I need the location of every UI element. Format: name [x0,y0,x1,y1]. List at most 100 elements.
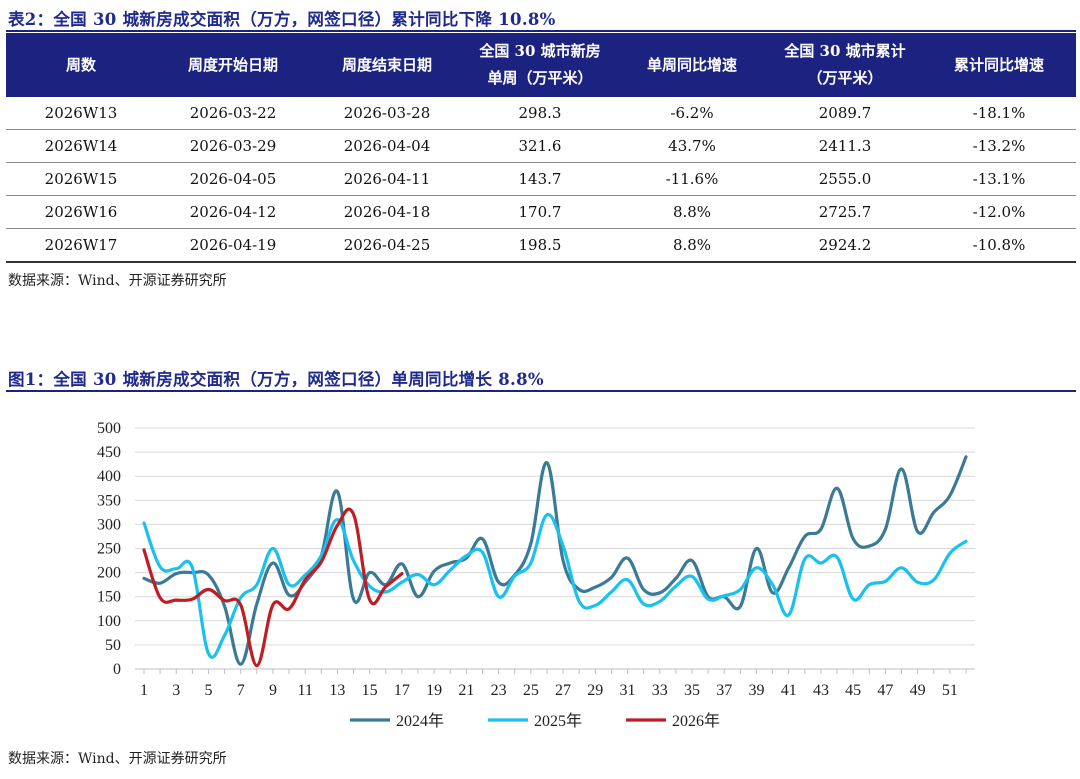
data-point-2025 [900,566,903,569]
header-end-date: 周度结束日期 [310,33,464,97]
data-point-2026 [336,524,339,527]
data-point-2024 [610,576,613,579]
cell-start-date: 2026-04-05 [156,162,310,196]
cell-weekly-yoy: 43.7% [616,129,768,163]
cell-end-date: 2026-04-04 [310,129,464,163]
cell-start-date: 2026-03-29 [156,129,310,163]
cell-week: 2026W15 [6,162,156,196]
cell-cumulative-yoy: -18.1% [922,97,1076,130]
data-point-2025 [836,556,839,559]
cell-cumulative-area: 2411.3 [768,129,922,163]
data-point-2024 [288,594,291,597]
data-point-2024 [417,595,420,598]
x-tick-label: 1 [140,682,148,699]
data-point-2025 [755,566,758,569]
cell-weekly-area: 321.6 [464,129,616,163]
y-tick-label: 450 [97,444,121,461]
data-point-2026 [384,585,387,588]
table-source-note: 数据来源：Wind、开源证券研究所 [8,273,227,289]
table-title-rule [6,30,1076,32]
legend-label: 2024年 [396,712,444,730]
x-tick-label: 49 [910,682,926,699]
cell-week: 2026W16 [6,195,156,229]
data-point-2026 [368,598,371,601]
x-tick-label: 41 [781,682,797,699]
data-point-2026 [271,603,274,606]
data-point-2024 [271,561,274,564]
cell-weekly-area: 298.3 [464,97,616,130]
data-point-2025 [932,578,935,581]
cell-week: 2026W17 [6,228,156,263]
data-point-2026 [352,513,355,516]
data-point-2024 [481,537,484,540]
data-point-2024 [529,542,532,545]
data-point-2024 [336,490,339,493]
data-point-2026 [159,596,162,599]
y-tick-label: 300 [97,516,121,533]
table-header-row: 周数 周度开始日期 周度结束日期 全国 30 城市新房 单周（万平米） 单周同比增… [6,33,1076,97]
data-point-2025 [143,521,146,524]
data-point-2025 [449,569,452,572]
data-point-2024 [868,545,871,548]
x-tick-label: 33 [652,682,668,699]
data-point-2025 [400,581,403,584]
data-point-2026 [239,603,242,606]
data-point-2025 [545,513,548,516]
table-row: 2026W13 2026-03-22 2026-03-28 298.3 -6.2… [6,97,1076,130]
x-tick-label: 11 [297,682,312,699]
data-point-2025 [803,558,806,561]
y-tick-label: 350 [97,492,121,509]
data-point-2025 [239,596,242,599]
data-point-2025 [626,578,629,581]
cell-cumulative-area: 2924.2 [768,228,922,263]
data-point-2025 [916,581,919,584]
data-point-2024 [239,663,242,666]
data-point-2025 [465,554,468,557]
figure-title: 图1：全国 30 城新房成交面积（万方，网签口径）单周同比增长 8.8% [8,370,544,389]
x-tick-label: 5 [204,682,212,699]
data-point-2024 [562,559,565,562]
data-point-2025 [658,600,661,603]
data-point-2025 [529,561,532,564]
data-point-2025 [384,590,387,593]
x-tick-label: 25 [523,682,539,699]
data-point-2025 [175,567,178,570]
data-point-2025 [610,590,613,593]
data-point-2026 [255,664,258,667]
data-point-2024 [255,602,258,605]
header-weekly-yoy: 单周同比增速 [616,33,768,97]
data-point-2026 [191,598,194,601]
cell-weekly-yoy: -6.2% [616,97,768,130]
x-tick-label: 9 [269,682,277,699]
data-point-2025 [513,574,516,577]
header-start-date: 周度开始日期 [156,33,310,97]
data-point-2025 [852,598,855,601]
figure-source-note: 数据来源：Wind、开源证券研究所 [8,751,227,767]
series-line-2024 [142,455,968,666]
data-point-2025 [594,604,597,607]
table-row: 2026W15 2026-04-05 2026-04-11 143.7 -11.… [6,162,1076,196]
cell-cumulative-area: 2089.7 [768,97,922,130]
data-point-2024 [143,577,146,580]
data-point-2024 [755,547,758,550]
cell-cumulative-yoy: -13.1% [922,162,1076,196]
cell-week: 2026W14 [6,129,156,163]
data-point-2025 [288,583,291,586]
y-tick-label: 200 [97,565,121,582]
x-tick-label: 51 [942,682,958,699]
data-point-2024 [884,528,887,531]
y-tick-label: 500 [97,420,121,437]
cell-start-date: 2026-04-19 [156,228,310,263]
cell-weekly-area: 143.7 [464,162,616,196]
cell-cumulative-yoy: -10.8% [922,228,1076,263]
data-point-2025 [868,583,871,586]
figure-title-rule [6,390,1076,392]
data-point-2026 [207,588,210,591]
y-tick-label: 100 [97,613,121,630]
cell-weekly-area: 198.5 [464,228,616,263]
data-point-2025 [691,575,694,578]
data-point-2024 [223,605,226,608]
header-cumulative-yoy: 累计同比增速 [922,33,1076,97]
y-tick-label: 400 [97,468,121,485]
x-tick-label: 17 [394,682,410,699]
